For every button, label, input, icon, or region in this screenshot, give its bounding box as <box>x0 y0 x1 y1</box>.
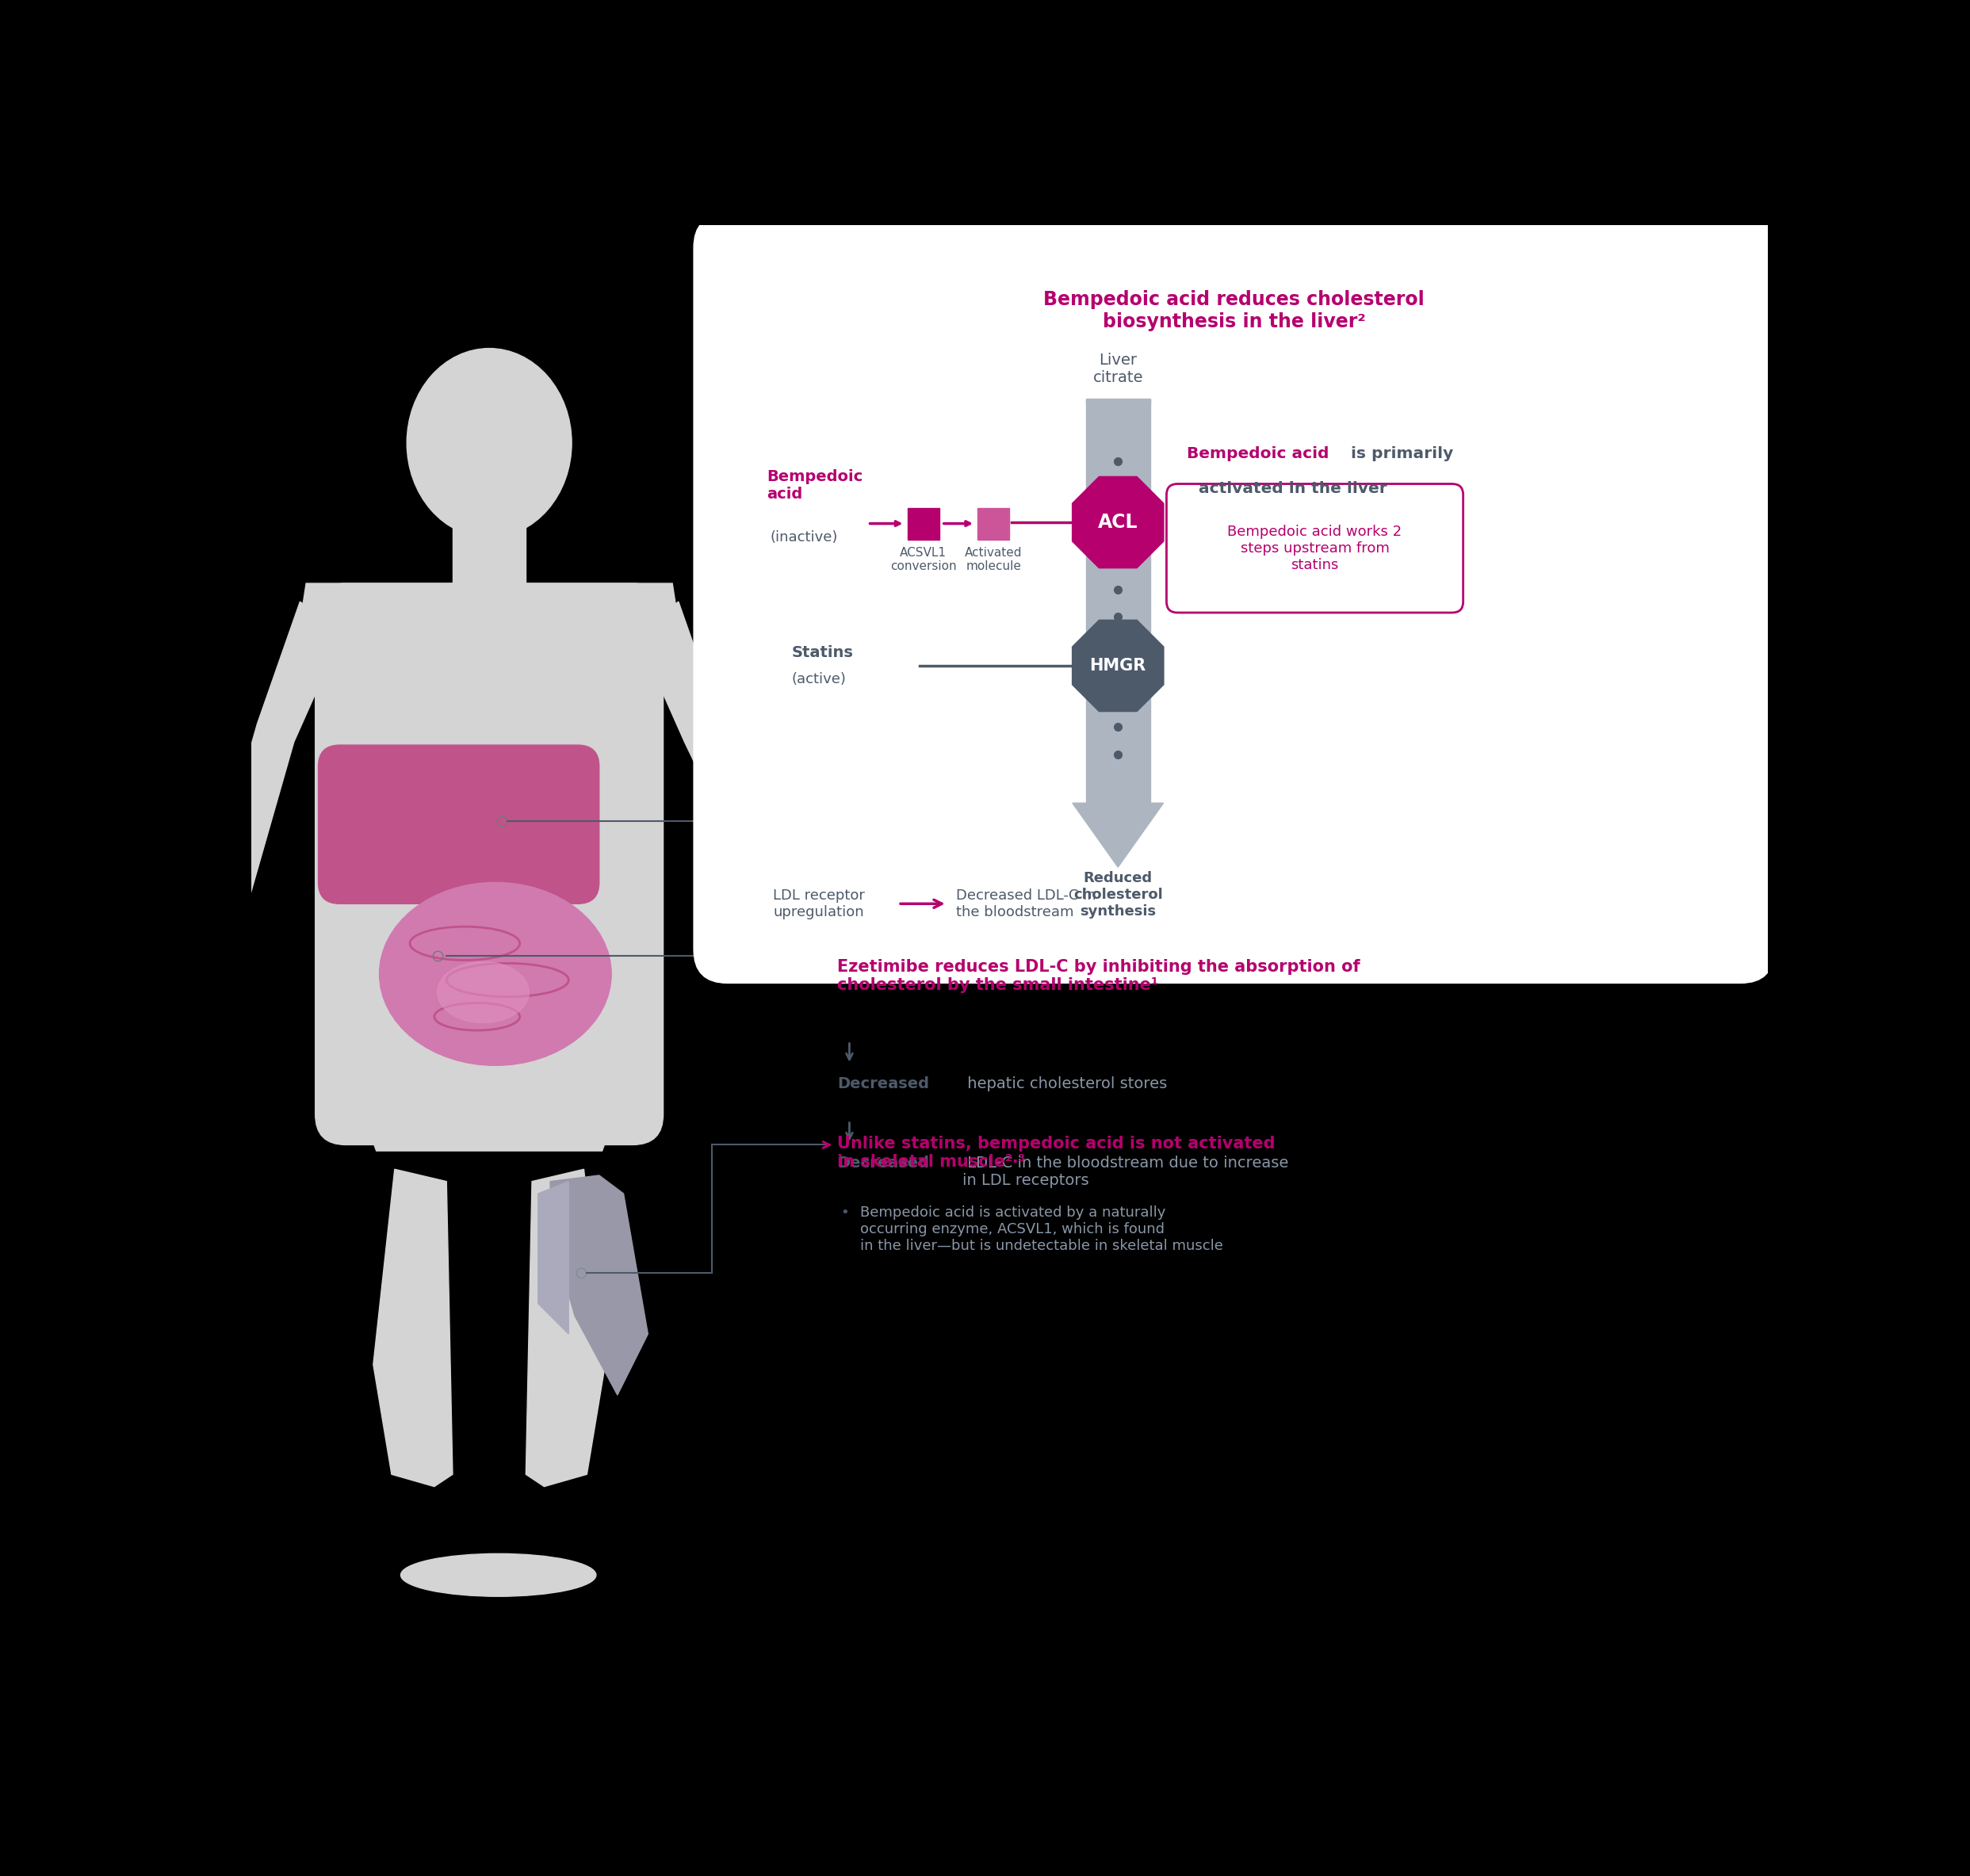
Text: ACSVL1
conversion: ACSVL1 conversion <box>890 546 955 572</box>
Polygon shape <box>1072 803 1164 867</box>
Text: Statins: Statins <box>792 645 853 660</box>
Polygon shape <box>294 583 684 662</box>
Polygon shape <box>550 1176 648 1396</box>
FancyBboxPatch shape <box>908 508 940 540</box>
Ellipse shape <box>380 882 611 1066</box>
FancyBboxPatch shape <box>977 508 1009 540</box>
Text: LDL-C in the bloodstream due to increase
in LDL receptors: LDL-C in the bloodstream due to increase… <box>961 1156 1288 1188</box>
Text: Reduced
cholesterol
synthesis: Reduced cholesterol synthesis <box>1074 870 1162 919</box>
Text: LDL receptor
upregulation: LDL receptor upregulation <box>772 889 865 919</box>
Text: Ezetimibe reduces LDL-C by inhibiting the absorption of
cholesterol by the small: Ezetimibe reduces LDL-C by inhibiting th… <box>837 959 1359 992</box>
Text: Decreased: Decreased <box>837 1077 930 1092</box>
Text: Bempedoic acid is activated by a naturally
occurring enzyme, ACSVL1, which is fo: Bempedoic acid is activated by a natural… <box>861 1206 1223 1253</box>
Polygon shape <box>636 602 806 955</box>
Text: hepatic cholesterol stores: hepatic cholesterol stores <box>961 1077 1166 1092</box>
Text: Liver
citrate: Liver citrate <box>1093 353 1143 385</box>
Text: activated in the liver: activated in the liver <box>1200 482 1387 497</box>
FancyBboxPatch shape <box>453 522 526 608</box>
FancyBboxPatch shape <box>319 745 599 904</box>
Text: is primarily: is primarily <box>1346 446 1454 461</box>
Text: ACL: ACL <box>1097 512 1139 531</box>
Text: Unlike statins, bempedoic acid is not activated
in skeletal muscle²‧³: Unlike statins, bempedoic acid is not ac… <box>837 1135 1275 1171</box>
Polygon shape <box>1072 477 1164 568</box>
Text: Decreased: Decreased <box>837 1156 930 1171</box>
Ellipse shape <box>437 962 528 1022</box>
Text: •: • <box>841 1206 849 1219</box>
Text: (inactive): (inactive) <box>770 531 837 544</box>
Polygon shape <box>526 1169 605 1486</box>
FancyBboxPatch shape <box>1085 398 1150 403</box>
Text: HMGR: HMGR <box>1089 658 1147 673</box>
FancyBboxPatch shape <box>1085 400 1150 809</box>
Text: Bempedoic acid: Bempedoic acid <box>1186 446 1330 461</box>
Polygon shape <box>361 1109 617 1150</box>
Polygon shape <box>1072 619 1164 713</box>
Text: Activated
molecule: Activated molecule <box>965 546 1022 572</box>
Polygon shape <box>538 1182 569 1334</box>
Text: Decreased LDL-C in
the bloodstream: Decreased LDL-C in the bloodstream <box>955 889 1095 919</box>
Polygon shape <box>372 1169 453 1486</box>
Polygon shape <box>197 602 343 955</box>
Ellipse shape <box>400 1553 597 1596</box>
Ellipse shape <box>408 349 571 538</box>
Text: Bempedoic
acid: Bempedoic acid <box>766 469 863 503</box>
FancyBboxPatch shape <box>1166 484 1464 613</box>
Text: Bempedoic acid works 2
steps upstream from
statins: Bempedoic acid works 2 steps upstream fr… <box>1227 525 1403 572</box>
FancyBboxPatch shape <box>693 214 1775 983</box>
Text: (active): (active) <box>792 672 845 687</box>
Text: Bempedoic acid reduces cholesterol
biosynthesis in the liver²: Bempedoic acid reduces cholesterol biosy… <box>1044 291 1424 332</box>
FancyBboxPatch shape <box>315 583 664 1144</box>
